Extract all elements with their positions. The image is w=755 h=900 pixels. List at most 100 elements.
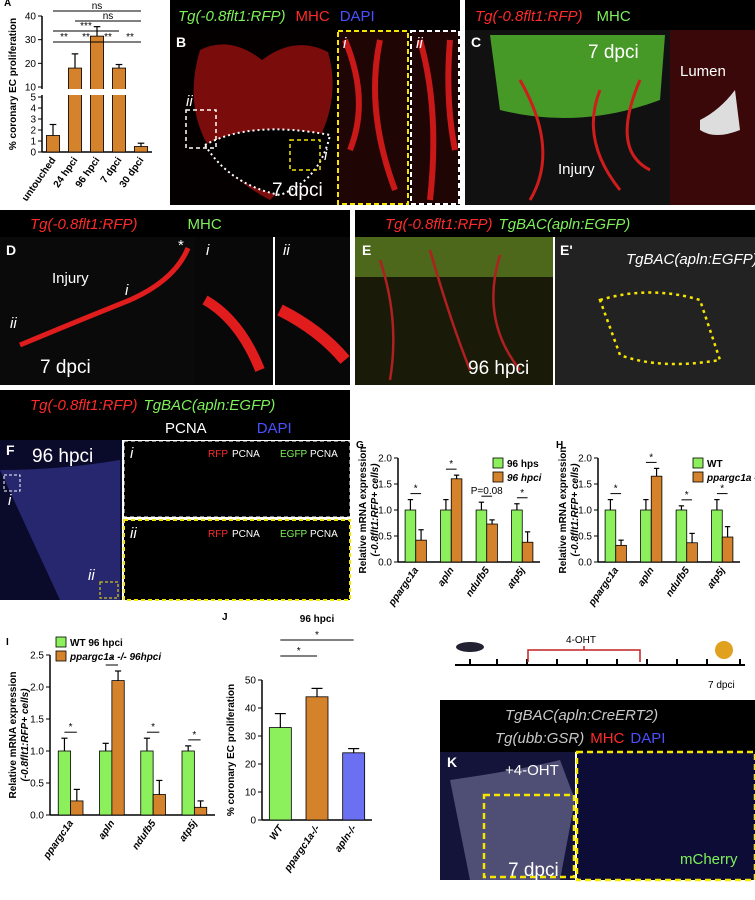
significance-label: ** [104, 32, 112, 43]
roi [482, 793, 576, 879]
significance-label: ** [60, 32, 68, 43]
bar [181, 750, 195, 816]
legend-label: WT 96 hpci [70, 638, 123, 649]
bar [57, 750, 72, 816]
bar [511, 509, 523, 563]
panel-letter: E' [560, 242, 573, 258]
panel-letter: H [556, 440, 563, 451]
legend-swatch [492, 457, 504, 469]
significance-label: * [110, 655, 114, 666]
x-tick-label: apln [97, 818, 118, 841]
header-part: Tg(-0.8flt1:RFP) [475, 8, 583, 25]
x-tick-label: apln [436, 565, 457, 588]
bar [415, 539, 427, 563]
bar [521, 541, 534, 563]
x-tick-label: atp5j [177, 818, 200, 844]
y-tick-label: 0.0 [30, 811, 44, 822]
header-bg [0, 210, 350, 237]
header: Tg(-0.8flt1:RFP) MHC DAPI [178, 8, 375, 25]
x-tick-label: atp5j [705, 565, 728, 591]
label: PCNA [232, 529, 260, 540]
timeline-label: 7 dpci [708, 680, 735, 691]
x-tick-label: atp5j [505, 565, 528, 591]
y-axis-label: % coronary EC proliferation [226, 684, 237, 816]
y-tick-label: 1.5 [30, 715, 44, 726]
y-axis-label: (-0.8flt1:RFP+ cells) [370, 463, 381, 557]
y-tick-label: 10 [245, 788, 257, 799]
header: Tg(-0.8flt1:RFP) TgBAC(apln:EGFP) [385, 216, 630, 233]
x-tick-label: ppargc1a [41, 818, 76, 862]
y-tick-label: 2 [30, 126, 36, 137]
y-tick-label: 2.0 [378, 454, 392, 465]
image [555, 237, 755, 385]
label: Lumen [680, 63, 726, 80]
header-part: TgBAC(apln:EGFP) [499, 216, 631, 233]
epicardium [355, 237, 553, 277]
panel-letter: I [6, 637, 9, 648]
x-tick-label: ppargc1a [586, 565, 621, 609]
significance-label: ns [92, 1, 103, 12]
significance-label: ** [126, 32, 134, 43]
bar [99, 750, 113, 816]
label: i [206, 242, 210, 259]
legend-swatch [55, 650, 67, 662]
bar [615, 544, 627, 563]
significance-label: * [649, 452, 653, 463]
bar [112, 67, 127, 153]
vessels [378, 249, 521, 381]
x-tick-label: untouched [20, 155, 58, 203]
header-bg [170, 0, 460, 30]
label: i [125, 282, 129, 299]
significance-label: * [414, 484, 418, 495]
bar [721, 536, 734, 563]
label: TgBAC(apln:EGFP) [626, 251, 755, 268]
vessels [342, 38, 398, 192]
label: PCNA [310, 449, 338, 460]
label: 96 hpci [468, 358, 529, 379]
header-part: MHC [597, 8, 631, 25]
vessels [19, 247, 191, 348]
y-tick-label: 2.0 [30, 683, 44, 694]
inset [575, 750, 755, 882]
timeline [455, 659, 745, 666]
label: 7 dpci [508, 860, 559, 881]
header-part: PCNA [165, 420, 207, 437]
y-tick-label: 5 [30, 93, 36, 104]
tissue [450, 760, 575, 880]
y-tick-label: 3 [30, 115, 36, 126]
panel-letter: A [4, 0, 11, 9]
header-bg [355, 210, 755, 237]
bar [70, 800, 84, 816]
bar [404, 509, 417, 563]
header-part: Tg(ubb:GSR) [495, 730, 584, 747]
significance-label: * [614, 484, 618, 495]
label: ii [283, 242, 290, 259]
bar [46, 135, 61, 153]
y-tick-label: 1 [30, 137, 36, 148]
header-part: Tg(-0.8flt1:RFP) [385, 216, 493, 233]
legend-swatch [692, 457, 704, 469]
label: PCNA [310, 529, 338, 540]
significance-label: * [192, 730, 196, 741]
header-part: MHC [188, 216, 222, 233]
panel-letter: B [176, 34, 186, 50]
header: TgBAC(apln:CreERT2) [505, 707, 658, 724]
significance-label: * [69, 722, 73, 733]
inset-row: i RFP PCNA EGFP PCNA ii RFP PCNA EGFP PC… [130, 445, 338, 542]
label: * [178, 237, 184, 254]
x-tick-label: ppargc1a [386, 565, 421, 609]
vessels [202, 295, 265, 372]
label: Injury [52, 270, 89, 287]
injury-outline [203, 128, 332, 197]
header-part: MHC [296, 8, 330, 25]
bar [675, 509, 688, 563]
inset [123, 519, 351, 601]
bar [640, 509, 652, 563]
panel-letter: G [356, 440, 364, 451]
y-tick-label: 1.5 [578, 480, 592, 491]
significance-label: * [449, 459, 453, 470]
y-tick-label: 30 [245, 732, 257, 743]
label: i [324, 147, 328, 164]
tissue [0, 460, 120, 600]
label: EGFP [280, 449, 308, 460]
